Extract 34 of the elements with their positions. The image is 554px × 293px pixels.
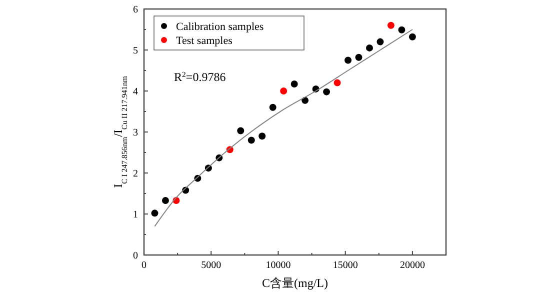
point (408, 33, 416, 40)
y-tick-label: 0 (133, 250, 138, 262)
x-tick-label: 10000 (266, 260, 291, 271)
point (237, 127, 244, 134)
point (269, 104, 276, 111)
y-tick-label: 1 (133, 210, 138, 220)
annotation: R$^{2}$=0.9786 (174, 70, 226, 84)
point (387, 22, 394, 29)
point (344, 56, 352, 64)
point (366, 44, 373, 52)
y-tick-label: 4 (133, 86, 138, 98)
y-tick-label: 3 (133, 128, 138, 138)
point (258, 132, 266, 140)
point (290, 80, 298, 88)
x-tick-label: 15000 (332, 260, 358, 271)
x-tick-label: 5000 (201, 260, 222, 271)
point (334, 79, 341, 86)
point (355, 54, 362, 61)
x-axis-title: C含量(mg/L) (262, 276, 328, 290)
y-tick-label: 6 (133, 4, 138, 16)
legend-label: Test samples (176, 35, 232, 47)
point (398, 26, 406, 34)
point (248, 136, 255, 144)
y-tick-label: 2 (133, 168, 138, 180)
point (280, 88, 288, 94)
point (151, 210, 158, 217)
point (162, 196, 169, 204)
legend-label: Calibration samples (176, 21, 264, 33)
point (323, 88, 330, 96)
y-tick-label: 5 (133, 46, 138, 56)
point (376, 38, 384, 46)
x-tick-label: 0 (142, 260, 146, 271)
point (302, 96, 309, 104)
x-tick-label: 20000 (400, 260, 425, 271)
